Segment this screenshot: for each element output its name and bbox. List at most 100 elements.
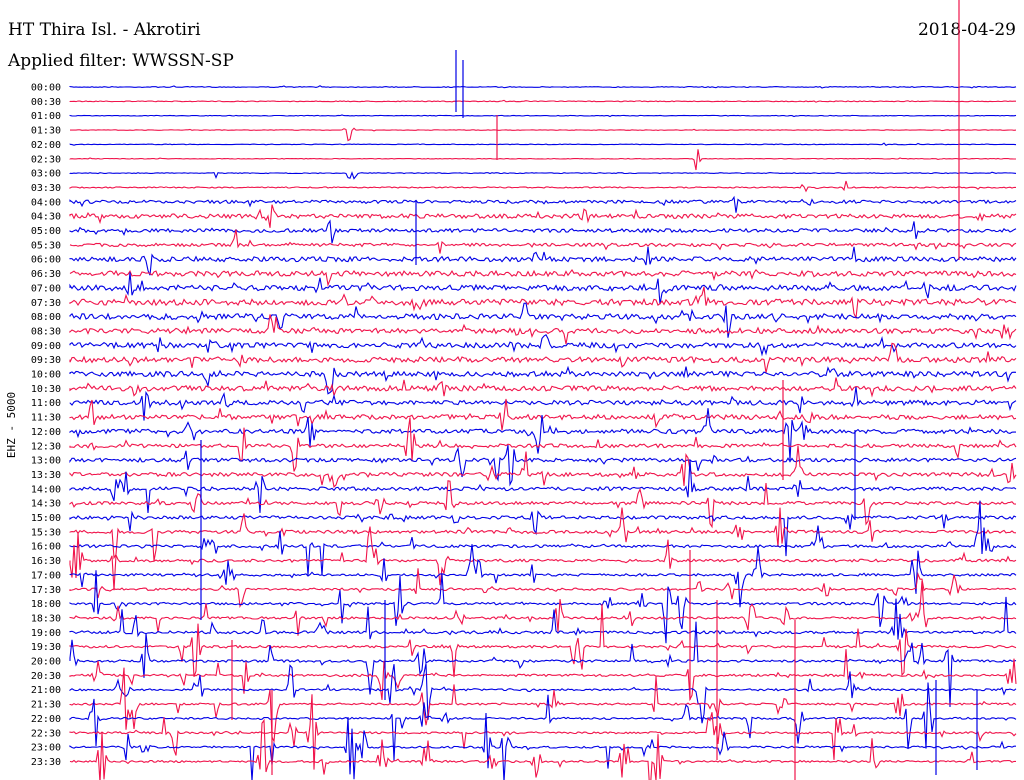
trace-line (69, 85, 1017, 89)
time-tick-label: 10:00 (31, 370, 61, 381)
trace-line (69, 663, 1017, 724)
trace-line (69, 712, 1016, 780)
time-tick-label: 00:30 (31, 97, 61, 108)
trace-line (69, 526, 1017, 591)
time-tick-label: 18:00 (31, 599, 61, 610)
time-tick-label: 09:30 (31, 355, 61, 366)
trace-line (69, 408, 1016, 461)
trace-line (69, 417, 1017, 472)
trace-line (69, 302, 1017, 338)
trace-line (69, 580, 1017, 636)
time-tick-label: 01:00 (31, 111, 61, 122)
trace-line (69, 229, 1017, 254)
trace-line (69, 667, 1017, 744)
trace-line (69, 444, 1017, 487)
time-tick-label: 15:00 (31, 513, 61, 524)
trace-line (69, 204, 1017, 228)
trace-line (69, 544, 1017, 608)
trace-line (69, 507, 1017, 561)
time-tick-label: 00:00 (31, 83, 61, 94)
time-tick-label: 22:30 (31, 728, 61, 739)
time-tick-label: 08:30 (31, 326, 61, 337)
time-tick-label: 05:00 (31, 226, 61, 237)
trace-line (69, 171, 1017, 180)
time-tick-label: 19:30 (31, 642, 61, 653)
trace-line (69, 180, 1016, 193)
time-tick-label: 23:30 (31, 757, 61, 768)
time-tick-label: 12:00 (31, 427, 61, 438)
trace-line (69, 365, 1017, 395)
trace-line (69, 604, 1017, 678)
trace-line (69, 99, 1016, 103)
trace-line (69, 142, 1017, 146)
time-tick-label: 13:00 (31, 456, 61, 467)
time-tick-label: 16:00 (31, 542, 61, 553)
time-tick-label: 14:30 (31, 499, 61, 510)
time-tick-label: 07:30 (31, 298, 61, 309)
trace-line (69, 510, 1017, 557)
station-title: HT Thira Isl. - Akrotiri (8, 20, 201, 40)
time-tick-label: 20:30 (31, 671, 61, 682)
trace-line (69, 342, 1017, 373)
trace-line (69, 445, 1017, 489)
time-tick-label: 07:00 (31, 283, 61, 294)
trace-line (70, 127, 1017, 142)
time-tick-label: 17:30 (31, 585, 61, 596)
time-tick-label: 17:00 (31, 570, 61, 581)
time-tick-label: 15:30 (31, 527, 61, 538)
time-tick-label: 08:00 (31, 312, 61, 323)
time-tick-label: 18:30 (31, 613, 61, 624)
time-tick-label: 02:00 (31, 140, 61, 151)
time-label-group: 00:00 00:30 01:00 01:30 02:00 02:30 03:00 03:30… (31, 83, 61, 768)
time-tick-label: 04:30 (31, 212, 61, 223)
time-tick-label: 20:00 (31, 657, 61, 668)
date-label: 2018-04-29 (917, 20, 1016, 40)
trace-line (69, 377, 1017, 398)
trace-line (69, 459, 1017, 514)
trace-line (69, 219, 1017, 244)
channel-label: EHZ - 5000 (5, 392, 18, 458)
time-tick-label: 11:00 (31, 398, 61, 409)
trace-line (69, 568, 1017, 609)
trace-line (69, 649, 1017, 702)
time-tick-label: 06:00 (31, 255, 61, 266)
time-tick-label: 06:30 (31, 269, 61, 280)
time-tick-label: 14:00 (31, 484, 61, 495)
trace-line (69, 314, 1017, 345)
trace-line (69, 718, 1016, 780)
trace-line (69, 149, 1016, 171)
trace-line (69, 334, 1017, 357)
time-tick-label: 12:30 (31, 441, 61, 452)
time-tick-label: 01:30 (31, 126, 61, 137)
time-tick-label: 19:00 (31, 628, 61, 639)
time-tick-label: 05:30 (31, 240, 61, 251)
trace-line (69, 500, 1017, 576)
trace-line (69, 269, 1017, 287)
time-tick-label: 02:30 (31, 154, 61, 165)
trace-line (69, 246, 1017, 276)
time-tick-label: 03:30 (31, 183, 61, 194)
trace-line (69, 195, 1017, 213)
time-tick-label: 13:30 (31, 470, 61, 481)
trace-line (69, 694, 1017, 770)
trace-line (69, 386, 1017, 421)
time-tick-label: 03:00 (31, 169, 61, 180)
trace-line (69, 114, 1017, 118)
time-tick-label: 16:30 (31, 556, 61, 567)
time-tick-label: 09:00 (31, 341, 61, 352)
trace-line (69, 682, 1017, 761)
time-tick-label: 22:00 (31, 714, 61, 725)
trace-line (69, 570, 1017, 644)
time-tick-label: 23:00 (31, 743, 61, 754)
filter-label: Applied filter: WWSSN-SP (8, 51, 234, 71)
time-tick-label: 04:00 (31, 197, 61, 208)
trace-line (69, 621, 1017, 708)
trace-line (69, 272, 1017, 305)
time-tick-label: 10:30 (31, 384, 61, 395)
time-tick-label: 21:00 (31, 685, 61, 696)
trace-group (69, 0, 1017, 780)
trace-line (69, 286, 1017, 320)
time-tick-label: 21:30 (31, 700, 61, 711)
trace-line (69, 480, 1017, 529)
